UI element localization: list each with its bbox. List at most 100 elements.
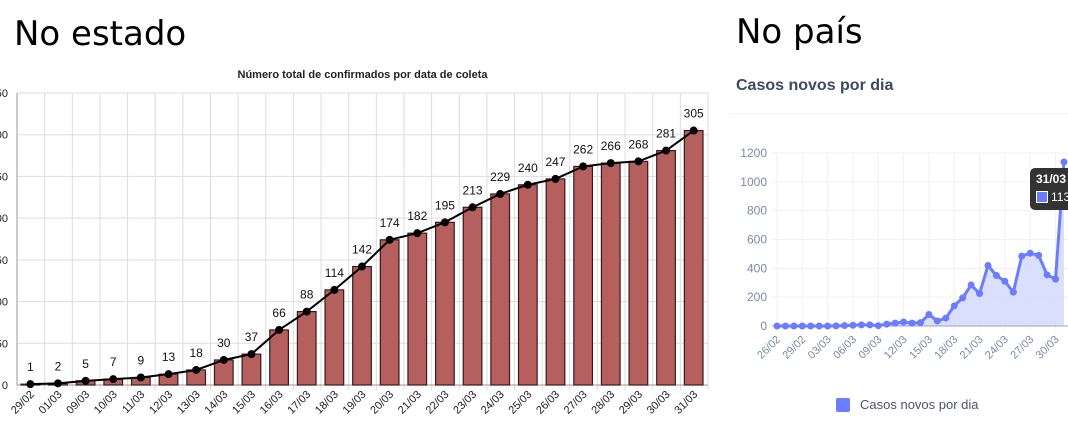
data-point [874, 322, 882, 330]
data-point [908, 319, 916, 327]
data-point [849, 321, 857, 329]
data-label: 30 [217, 336, 231, 350]
data-point [790, 322, 798, 330]
data-point [109, 375, 118, 384]
data-label: 195 [435, 198, 455, 212]
data-point [1043, 271, 1051, 279]
data-label: 305 [684, 107, 704, 121]
y-tick-label: 200 [747, 290, 767, 304]
y-tick-label: 100 [0, 297, 8, 309]
y-tick-label: 1200 [740, 146, 767, 160]
data-point [247, 350, 256, 359]
data-point [967, 281, 975, 289]
data-label: 229 [490, 170, 510, 184]
data-label: 7 [110, 355, 117, 369]
data-point [1035, 251, 1043, 259]
data-point [798, 322, 806, 330]
tooltip-value: 1138 [1051, 190, 1068, 204]
data-point [857, 321, 865, 329]
state-heading: No estado [14, 14, 187, 54]
data-label: 1 [27, 360, 34, 374]
data-point [950, 302, 958, 310]
data-point [933, 317, 941, 325]
data-point [1009, 288, 1017, 296]
data-point [440, 218, 449, 227]
tooltip-swatch [1036, 191, 1048, 203]
x-tick-label: 21/03 [958, 334, 986, 362]
data-point [841, 322, 849, 330]
data-point [192, 365, 201, 374]
data-point [824, 322, 832, 330]
data-point [1001, 277, 1009, 285]
country-heading: No país [736, 12, 863, 52]
data-point [275, 325, 284, 334]
data-label: 262 [573, 142, 593, 156]
y-tick-label: 800 [747, 204, 767, 218]
data-point [81, 376, 90, 385]
y-tick-label: 350 [0, 88, 8, 100]
data-label: 142 [352, 243, 372, 257]
data-point [925, 310, 933, 318]
data-point [1060, 158, 1068, 166]
data-point [385, 235, 394, 244]
data-point [1052, 275, 1060, 283]
x-tick-label: 26/02 [755, 334, 783, 362]
x-tick-label: 03/03 [806, 334, 834, 362]
data-label: 174 [380, 216, 400, 230]
data-label: 13 [162, 350, 176, 364]
x-tick-label: 30/03 [1034, 334, 1062, 362]
y-tick-label: 300 [0, 130, 8, 142]
data-point [959, 294, 967, 302]
x-tick-label: 24/03 [983, 334, 1011, 362]
data-label: 240 [518, 161, 538, 175]
data-point [302, 307, 311, 316]
data-point [219, 355, 228, 364]
data-label: 9 [138, 353, 145, 367]
y-tick-label: 1000 [740, 175, 767, 189]
x-tick-label: 15/03 [907, 334, 935, 362]
chart-tooltip: 31/03 1138 [1030, 168, 1068, 210]
data-point [662, 146, 671, 155]
y-tick-label: 400 [747, 261, 767, 275]
data-point [164, 370, 173, 379]
data-label: 182 [407, 209, 427, 223]
chart-legend[interactable]: Casos novos por dia [836, 397, 979, 412]
data-point [807, 322, 815, 330]
x-tick-label: 27/03 [1008, 334, 1036, 362]
y-tick-label: 250 [0, 171, 8, 183]
data-point [992, 272, 1000, 280]
data-point [815, 322, 823, 330]
data-point [523, 180, 532, 189]
data-point [916, 319, 924, 327]
tooltip-date: 31/03 [1036, 172, 1067, 186]
data-point [606, 159, 615, 168]
data-point [330, 285, 339, 294]
data-label: 114 [325, 266, 344, 280]
data-point [781, 322, 789, 330]
y-tick-label: 0 [760, 319, 767, 333]
y-tick-label: 150 [0, 255, 8, 267]
data-point [1026, 249, 1034, 257]
x-tick-label: 29/02 [780, 334, 808, 362]
legend-swatch [836, 397, 850, 412]
data-point [634, 157, 643, 166]
data-label: 88 [300, 288, 314, 302]
data-point [579, 162, 588, 171]
y-tick-label: 200 [0, 213, 8, 225]
new-cases-chart-title: Casos novos por dia [736, 77, 894, 94]
data-point [551, 174, 560, 183]
chart-title: Número total de confirmados por data de … [238, 69, 489, 81]
data-label: 18 [189, 346, 203, 360]
data-point [1018, 252, 1026, 260]
confirmed-total-bar-chart: Número total de confirmados por data de … [0, 69, 709, 417]
data-point [358, 262, 366, 271]
data-point [136, 373, 145, 382]
data-point [53, 379, 62, 388]
data-point [689, 126, 698, 135]
legend-label: Casos novos por dia [860, 397, 979, 412]
data-point [26, 380, 35, 389]
data-label: 5 [82, 357, 89, 371]
data-point [413, 229, 422, 238]
x-tick-label: 18/03 [932, 334, 960, 362]
